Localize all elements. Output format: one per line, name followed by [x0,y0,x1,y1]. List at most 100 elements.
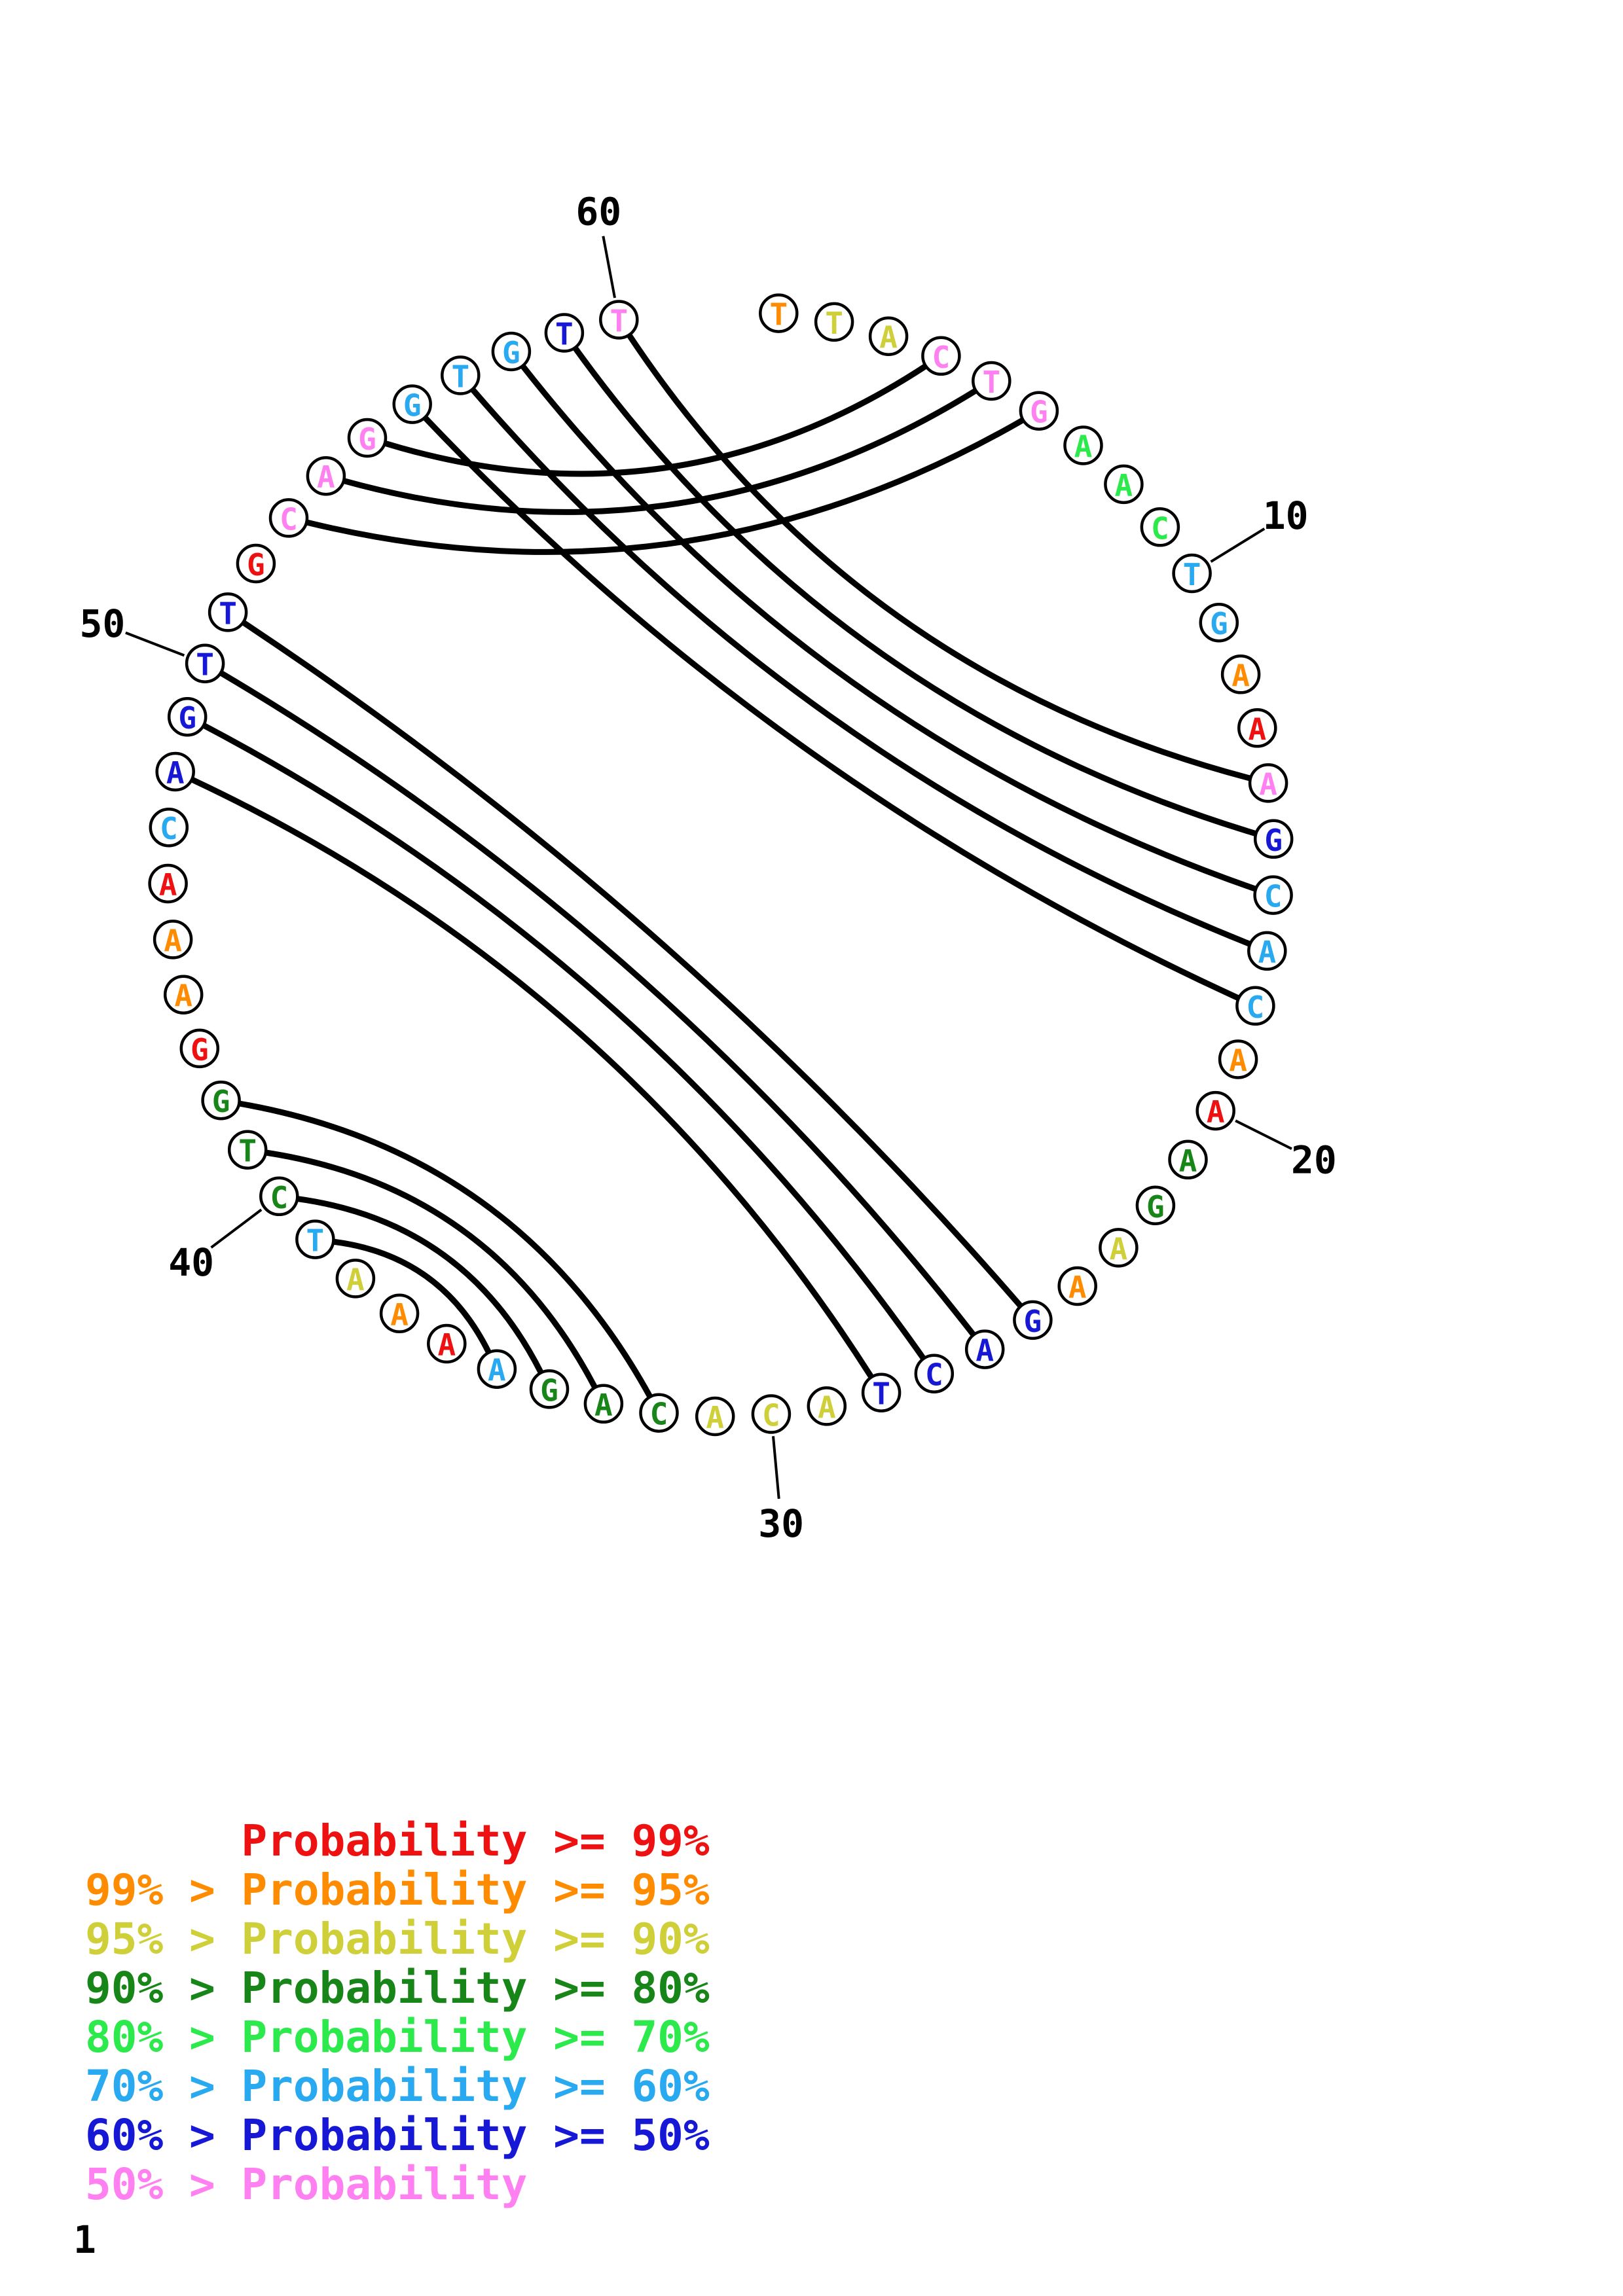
pair-arc-15-59 [572,344,1259,837]
legend-row-4: 90% > Probability >= 80% [85,1963,710,2013]
base-letter-34: G [540,1372,558,1408]
base-letter-24: A [1068,1270,1087,1305]
base-letter-41: T [238,1134,257,1169]
nucleotide-circle-55 [347,418,388,458]
base-letter-39: T [306,1223,325,1259]
legend-row-7: 60% > Probability >= 50% [85,2110,710,2161]
nucleotide-circle-20 [1195,1090,1235,1131]
position-label-40: 40 [168,1240,214,1285]
nucleotide-circle-49 [167,696,208,737]
base-letter-43: G [191,1032,209,1067]
base-letter-51: T [219,596,237,631]
nucleotide-circle-8 [1104,464,1144,505]
nucleotide-circle-30 [751,1394,792,1434]
position-label-line-60 [602,236,616,298]
base-letter-10: T [1183,557,1201,592]
base-letter-54: A [317,459,335,495]
nucleotide-circle-4 [921,336,961,376]
nucleotide-circle-43 [179,1028,220,1069]
base-letter-59: T [555,317,574,352]
nucleotide-circle-24 [1057,1266,1097,1306]
legend-row-8: 50% > Probability [85,2159,528,2210]
base-letter-2: T [825,306,843,341]
pair-arc-27-49 [200,722,927,1362]
nucleotide-circle-60 [599,300,639,340]
nucleotide-circle-3 [868,316,909,356]
base-letter-50: T [196,647,214,683]
base-letter-29: A [818,1390,836,1425]
position-label-line-40 [210,1208,263,1249]
legend-row-5: 80% > Probability >= 70% [85,2012,710,2062]
base-letter-12: A [1231,658,1250,693]
nucleotide-circle-40 [259,1176,299,1217]
base-letter-53: C [280,501,298,537]
nucleotide-circle-58 [491,331,532,372]
nucleotide-circle-54 [306,456,346,496]
base-letter-1: T [769,297,788,332]
base-letter-25: G [1024,1304,1042,1339]
nucleotide-circle-23 [1099,1228,1139,1268]
base-letter-49: G [178,700,196,736]
base-letter-19: A [1229,1043,1247,1079]
base-letter-40: C [270,1180,288,1215]
nucleotide-circle-56 [392,384,432,424]
nucleotide-circle-29 [807,1386,847,1426]
nucleotide-circle-13 [1237,708,1277,748]
nucleotide-circle-10 [1172,553,1212,594]
base-letter-6: G [1030,395,1048,430]
probability-legend: Probability >= 99% 99% > Probability >= 9… [85,1816,710,2209]
nucleotide-circle-31 [695,1396,735,1437]
pair-arc-34-40 [294,1196,544,1376]
legend-row-6: 70% > Probability >= 60% [85,2061,710,2111]
base-letter-45: A [164,923,182,958]
base-letter-33: A [594,1388,613,1423]
nucleotide-circle-26 [964,1329,1005,1369]
base-letter-35: A [488,1353,506,1388]
nucleotide-circle-34 [529,1369,570,1409]
nucleotide-circle-51 [208,592,248,632]
nucleotide-circle-59 [544,313,585,353]
legend-row-1: Probability >= 99% [85,1816,710,1866]
pair-arc-32-42 [236,1100,653,1400]
page-number: 1 [73,2217,96,2262]
base-letter-16: C [1264,879,1283,914]
base-letter-38: A [346,1262,365,1297]
base-letter-36: A [437,1327,456,1363]
nucleotide-circle-11 [1199,602,1239,643]
position-label-line-50 [125,631,185,657]
base-letter-48: A [166,755,185,791]
base-letter-13: A [1248,711,1266,747]
pair-arc-6-53 [303,417,1027,555]
base-letter-14: A [1259,766,1277,802]
nucleotide-circle-18 [1235,986,1275,1026]
nucleotide-circle-42 [201,1080,241,1121]
base-letter-22: G [1146,1189,1165,1225]
base-letter-56: G [403,388,422,423]
legend-row-2: 99% > Probability >= 95% [85,1865,710,1915]
nucleotide-circle-50 [185,643,225,683]
base-letter-58: G [502,335,520,370]
base-letter-44: A [174,978,192,1014]
base-letter-21: A [1179,1143,1197,1179]
nucleotide-circle-44 [163,975,204,1014]
nucleotide-circle-1 [759,293,799,333]
base-letter-7: A [1074,429,1093,465]
base-letter-3: A [879,320,898,355]
position-label-60: 60 [575,189,621,234]
nucleotide-circle-33 [583,1384,624,1424]
base-letter-46: A [159,867,177,903]
base-letter-32: C [650,1397,668,1432]
nucleotide-circle-15 [1253,819,1294,859]
base-letter-9: C [1151,511,1169,546]
position-label-10: 10 [1263,493,1309,538]
base-letter-57: T [451,359,469,395]
nucleotide-circle-39 [295,1219,335,1259]
base-letter-18: C [1247,990,1265,1025]
base-letter-55: G [358,422,376,457]
nucleotide-circle-2 [814,302,854,342]
nucleotide-circle-28 [861,1372,902,1412]
pair-arc-16-58 [519,363,1259,892]
base-letter-5: T [982,365,1000,400]
base-letter-17: A [1258,935,1276,970]
nucleotide-circle-35 [477,1349,517,1389]
